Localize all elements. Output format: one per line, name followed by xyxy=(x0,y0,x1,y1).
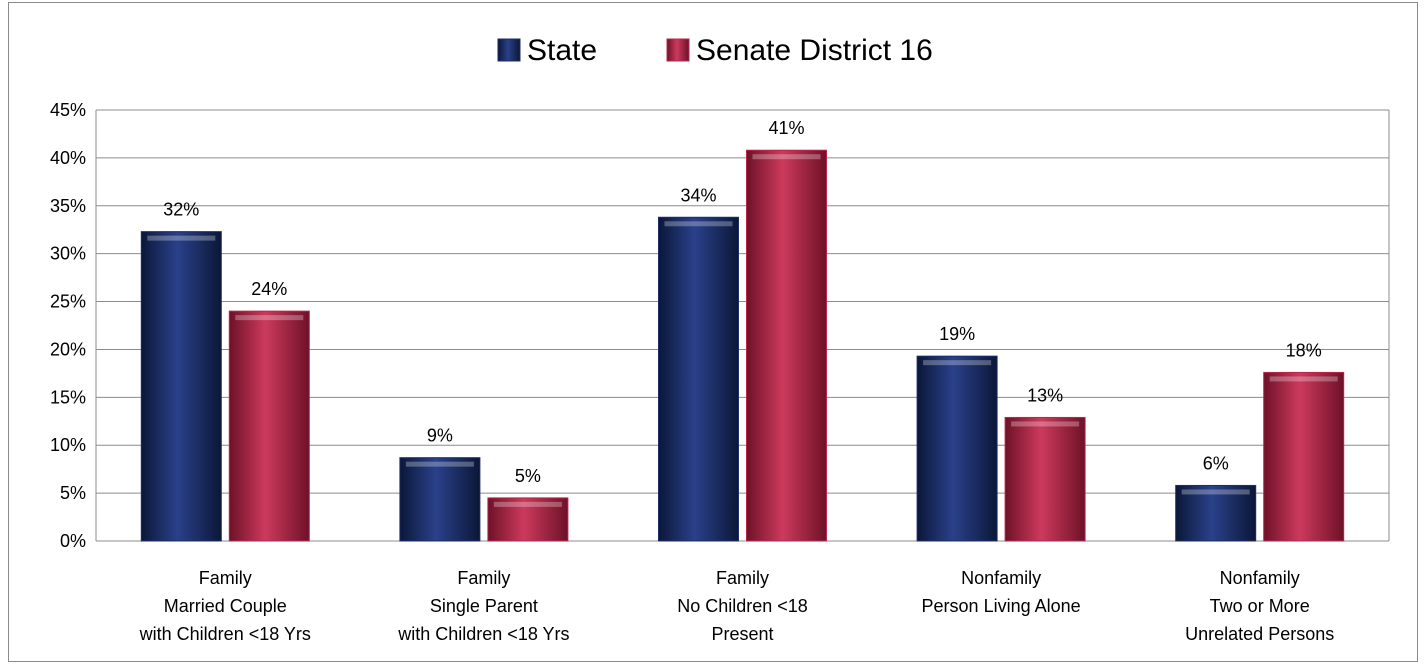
bars xyxy=(140,149,1345,542)
y-tick-label: 10% xyxy=(50,435,86,455)
bar-senate-district-16 xyxy=(487,497,569,542)
y-tick-label: 20% xyxy=(50,339,86,359)
bar-highlight xyxy=(752,154,821,160)
bar-state xyxy=(658,216,739,542)
bar-highlight xyxy=(1269,376,1338,382)
bar-state xyxy=(140,231,222,542)
y-tick-label: 40% xyxy=(50,148,86,168)
bar-highlight xyxy=(1181,489,1250,495)
bar-senate-district-16 xyxy=(746,149,827,542)
y-tick-label: 45% xyxy=(50,100,86,120)
y-tick-label: 30% xyxy=(50,244,86,264)
data-label: 24% xyxy=(251,279,287,299)
bar-state xyxy=(1175,484,1257,542)
legend: State Senate District 16 xyxy=(497,34,933,67)
x-axis-categories: Family Married Couple with Children <18 Yr… xyxy=(139,568,1335,644)
data-label: 34% xyxy=(680,185,716,205)
data-label: 6% xyxy=(1203,453,1229,473)
bar-chart: State Senate District 16 0% 5% 10% 15% 20% 25%… xyxy=(50,34,1390,644)
bar-highlight xyxy=(147,235,216,241)
y-tick-label: 35% xyxy=(50,196,86,216)
bar-highlight xyxy=(405,461,474,467)
data-label: 32% xyxy=(163,200,199,220)
y-axis-ticks: 0% 5% 10% 15% 20% 25% 30% 35% 40% 45% xyxy=(50,100,86,551)
data-label: 13% xyxy=(1027,385,1063,405)
data-label: 18% xyxy=(1286,340,1322,360)
legend-swatch xyxy=(497,38,521,62)
x-category-label: Family No Children <18 Present xyxy=(677,568,808,644)
y-tick-label: 5% xyxy=(60,483,86,503)
bar-highlight xyxy=(664,221,733,227)
data-label: 9% xyxy=(427,426,453,446)
bar-state xyxy=(399,457,481,542)
y-tick-label: 25% xyxy=(50,292,86,312)
bar-senate-district-16 xyxy=(1004,416,1086,542)
data-label: 5% xyxy=(515,466,541,486)
x-category-label: Family Married Couple with Children <18 Yr… xyxy=(139,568,311,644)
x-category-label: Family Single Parent with Children <18 Yrs xyxy=(397,568,569,644)
bar-senate-district-16 xyxy=(1263,371,1345,542)
bar-state xyxy=(916,355,998,542)
bar-highlight xyxy=(923,360,992,366)
data-label: 19% xyxy=(939,324,975,344)
legend-label: State xyxy=(527,34,597,67)
bar-highlight xyxy=(493,501,562,507)
y-tick-label: 15% xyxy=(50,387,86,407)
bar-highlight xyxy=(1011,421,1080,427)
legend-label: Senate District 16 xyxy=(696,34,933,67)
bar-senate-district-16 xyxy=(228,310,310,542)
legend-swatch xyxy=(666,38,690,62)
data-label: 41% xyxy=(768,118,804,138)
chart-frame: State Senate District 16 0% 5% 10% 15% 20% 25%… xyxy=(8,2,1418,662)
y-tick-label: 0% xyxy=(60,531,86,551)
gridlines xyxy=(95,109,1390,542)
x-category-label: Nonfamily Person Living Alone xyxy=(922,568,1081,616)
data-labels: 32% 24% 9% 5% 34% 41% 19% 13% 6% 18% xyxy=(163,118,1321,486)
bar-highlight xyxy=(235,315,304,321)
x-category-label: Nonfamily Two or More Unrelated Persons xyxy=(1185,568,1334,644)
